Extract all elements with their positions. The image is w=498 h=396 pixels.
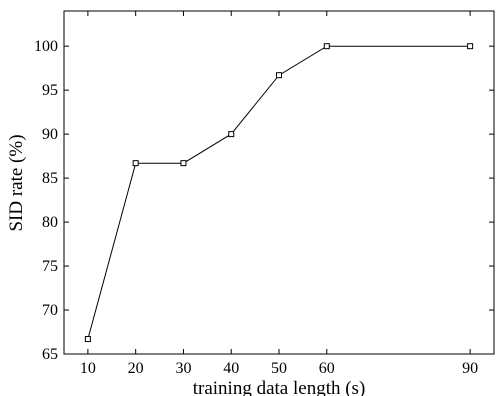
y-tick-label: 65 (42, 346, 58, 363)
y-tick-label: 70 (42, 302, 58, 319)
data-point-marker (84, 336, 91, 343)
y-tick-label: 75 (42, 258, 58, 275)
x-tick-label: 30 (175, 360, 191, 377)
y-tick-label: 90 (42, 126, 58, 143)
data-markers (84, 43, 474, 343)
data-point-marker (180, 160, 187, 167)
x-tick-label: 60 (319, 360, 335, 377)
x-tick-label: 90 (462, 360, 478, 377)
y-tick-label: 95 (42, 82, 58, 99)
data-point-marker (467, 43, 474, 50)
y-tick-label: 100 (34, 38, 58, 55)
x-tick-label: 20 (128, 360, 144, 377)
data-point-marker (132, 160, 139, 167)
series-line (87, 45, 471, 340)
data-point-marker (228, 131, 235, 138)
x-tick-labels: 10 20 30 40 50 60 90 (80, 360, 478, 377)
tick-marks (64, 11, 494, 355)
x-tick-label: 50 (271, 360, 287, 377)
x-tick-label: 40 (223, 360, 239, 377)
y-tick-label: 80 (42, 214, 58, 231)
data-point-marker (276, 72, 282, 79)
y-axis-label: SID rate (%) (6, 134, 27, 231)
x-tick-label: 10 (80, 360, 96, 377)
y-tick-label: 85 (42, 170, 58, 187)
y-tick-labels: 65 70 75 80 85 90 95 100 (34, 38, 58, 363)
plot-area (63, 10, 495, 355)
data-point-marker (323, 43, 330, 50)
x-axis-label: training data length (s) (193, 378, 366, 396)
